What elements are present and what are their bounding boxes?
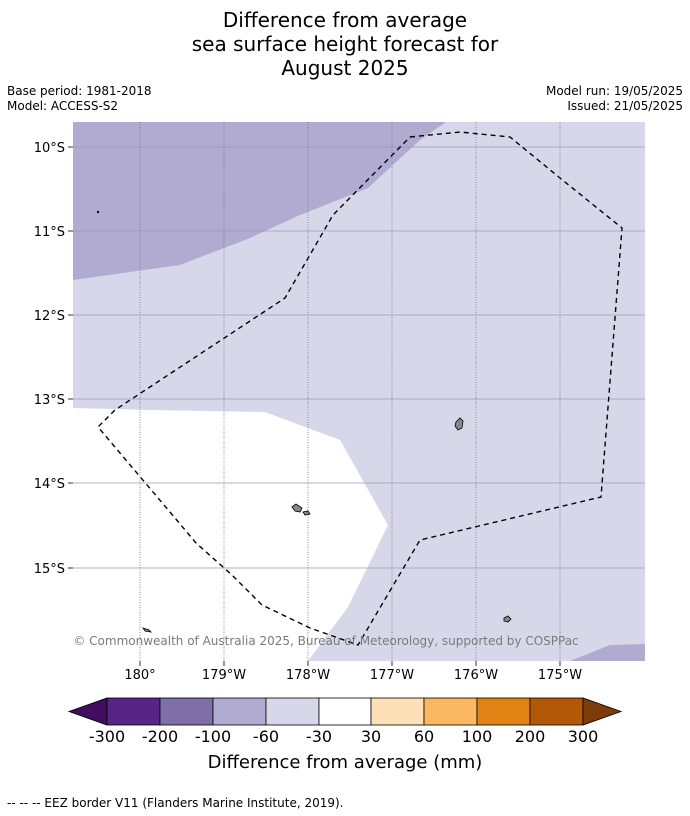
latitude-labels: 10°S 11°S 12°S 13°S 14°S 15°S (34, 141, 65, 577)
title-line-1: Difference from average (222, 8, 468, 32)
model-run: Model run: 19/05/2025 (545, 84, 683, 98)
island-alofi (302, 510, 311, 516)
colorbar-segment-1 (106, 697, 161, 726)
lon-label-176w: 176°W (454, 668, 498, 683)
gridlines (73, 122, 645, 661)
colorbar-segment-9 (529, 697, 584, 726)
colorbar-segment-8 (476, 697, 531, 726)
colorbar-tick--200: -200 (141, 727, 179, 746)
issued-date: Issued: 21/05/2025 (567, 99, 683, 113)
lon-label-179w: 179°W (202, 668, 246, 683)
lat-label-10s: 10°S (34, 141, 65, 156)
islands (96, 210, 512, 633)
colorbar-tick--300: -300 (88, 727, 126, 746)
colorbar-title: Difference from average (mm) (207, 752, 483, 773)
colorbar-extend-low (67, 697, 108, 726)
island-south (503, 615, 512, 623)
title-line-3: August 2025 (281, 56, 409, 80)
lat-label-12s: 12°S (34, 309, 65, 324)
colorbar-tick-30: 30 (360, 727, 382, 746)
meta-right: Model run: 19/05/2025 Issued: 21/05/2025 (546, 84, 683, 114)
band-mid-purple-south (570, 644, 645, 661)
band-mid-purple-north (73, 122, 446, 280)
eez-footnote: -- -- -- EEZ border V11 (Flanders Marine… (7, 796, 344, 810)
eez-border (97, 131, 623, 646)
colorbar-tick--100: -100 (194, 727, 232, 746)
colorbar-tick-100: 100 (461, 727, 493, 746)
colorbar-segment-2 (159, 697, 214, 726)
colorbar-tick-60: 60 (413, 727, 435, 746)
colorbar-tick-300: 300 (567, 727, 599, 746)
lon-label-177w: 177°W (370, 668, 414, 683)
island-uvea (454, 417, 464, 431)
lat-label-15s: 15°S (34, 562, 65, 577)
colorbar-segment-7 (423, 697, 478, 726)
colorbar-tick-200: 200 (514, 727, 546, 746)
map-title: Difference from average sea surface heig… (0, 8, 690, 80)
island-southwest (142, 627, 153, 633)
band-white-near-normal (73, 408, 388, 661)
meta-left: Base period: 1981-2018 Model: ACCESS-S2 (7, 84, 152, 114)
title-line-2: sea surface height forecast for (191, 32, 499, 56)
lat-label-14s: 14°S (34, 477, 65, 492)
colorbar-tick--60: -60 (252, 727, 280, 746)
lon-label-175w: 175°W (538, 668, 582, 683)
lat-label-11s: 11°S (34, 225, 65, 240)
island-futuna (291, 503, 303, 513)
copyright-credit: © Commonwealth of Australia 2025, Bureau… (73, 634, 578, 648)
lat-label-13s: 13°S (34, 393, 65, 408)
colorbar-tick--30: -30 (305, 727, 333, 746)
base-period: Base period: 1981-2018 (7, 84, 152, 98)
colorbar-segment-5 (318, 697, 372, 726)
colorbar (67, 697, 623, 726)
colorbar-extend-high (582, 697, 623, 726)
colorbar-segment-4 (265, 697, 320, 726)
longitude-labels: 180° 179°W 178°W 177°W 176°W 175°W (124, 668, 582, 683)
model-name: Model: ACCESS-S2 (7, 99, 119, 113)
islet-northwest (96, 210, 100, 214)
map-frame-ticks (68, 146, 561, 666)
lon-label-180: 180° (124, 668, 155, 683)
colorbar-segment-6 (370, 697, 425, 726)
colorbar-segment-3 (212, 697, 267, 726)
lon-label-178w: 178°W (286, 668, 330, 683)
